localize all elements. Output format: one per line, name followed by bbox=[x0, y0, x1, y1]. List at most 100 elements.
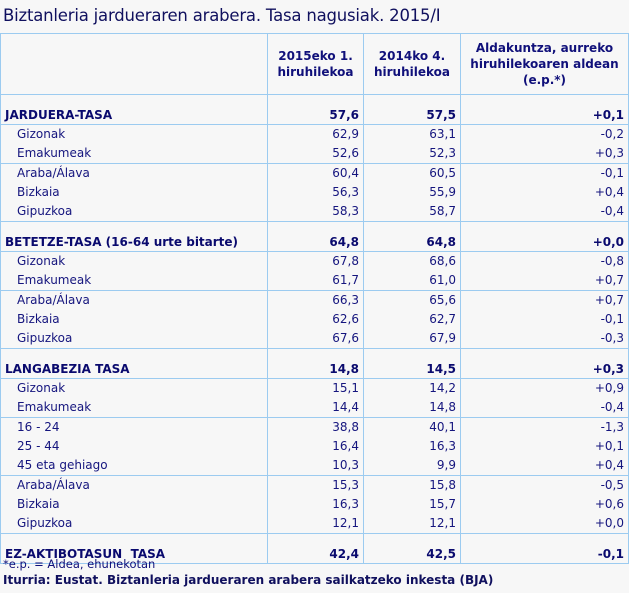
value-change: +0,4 bbox=[460, 183, 629, 202]
value-change: -0,1 bbox=[460, 163, 629, 183]
value-2015q1: 10,3 bbox=[267, 456, 364, 476]
value-2014q4: 9,9 bbox=[363, 456, 461, 476]
value-2015q1: 15,1 bbox=[267, 378, 364, 398]
section-row-ez-aktibotasun-tasa: EZ-AKTIBOTASUN TASA 42,4 42,5 -0,1 bbox=[0, 533, 629, 564]
row-label: Araba/Álava bbox=[0, 475, 268, 495]
value-2015q1: 56,3 bbox=[267, 183, 364, 202]
value-2014q4: 57,5 bbox=[363, 94, 461, 125]
page-title: Biztanleria jardueraren arabera. Tasa na… bbox=[3, 6, 441, 25]
value-change: -1,3 bbox=[460, 417, 629, 437]
value-2015q1: 57,6 bbox=[267, 94, 364, 125]
value-2015q1: 38,8 bbox=[267, 417, 364, 437]
table-row: Bizkaia 16,3 15,7 +0,6 bbox=[0, 495, 629, 514]
rates-table: 2015eko 1. hiruhilekoa 2014ko 4. hiruhilek… bbox=[0, 33, 629, 564]
value-2014q4: 64,8 bbox=[363, 221, 461, 252]
table-row: 25 - 44 16,4 16,3 +0,1 bbox=[0, 437, 629, 456]
value-2014q4: 15,7 bbox=[363, 495, 461, 514]
row-label: Gizonak bbox=[0, 378, 268, 398]
row-label: Gizonak bbox=[0, 251, 268, 271]
source-note: Iturria: Eustat. Biztanleria jardueraren… bbox=[3, 573, 494, 587]
value-2014q4: 15,8 bbox=[363, 475, 461, 495]
row-label: JARDUERA-TASA bbox=[0, 94, 268, 125]
row-label: Araba/Álava bbox=[0, 163, 268, 183]
section-row-langabezia-tasa: LANGABEZIA TASA 14,8 14,5 +0,3 bbox=[0, 348, 629, 379]
table-row: Bizkaia 56,3 55,9 +0,4 bbox=[0, 183, 629, 202]
value-change: +0,7 bbox=[460, 271, 629, 291]
value-change: -0,4 bbox=[460, 202, 629, 222]
value-change: +0,3 bbox=[460, 144, 629, 164]
table-row: 45 eta gehiago 10,3 9,9 +0,4 bbox=[0, 456, 629, 476]
section-row-betetze-tasa: BETETZE-TASA (16-64 urte bitarte) 64,8 6… bbox=[0, 221, 629, 252]
value-2014q4: 63,1 bbox=[363, 124, 461, 144]
row-label: 45 eta gehiago bbox=[0, 456, 268, 476]
row-label: BETETZE-TASA (16-64 urte bitarte) bbox=[0, 221, 268, 252]
value-2014q4: 61,0 bbox=[363, 271, 461, 291]
table-row: 16 - 24 38,8 40,1 -1,3 bbox=[0, 417, 629, 437]
table-row: Gizonak 62,9 63,1 -0,2 bbox=[0, 124, 629, 144]
value-2015q1: 58,3 bbox=[267, 202, 364, 222]
table-row: Araba/Álava 60,4 60,5 -0,1 bbox=[0, 163, 629, 183]
table-row: Bizkaia 62,6 62,7 -0,1 bbox=[0, 310, 629, 329]
table-row: Emakumeak 61,7 61,0 +0,7 bbox=[0, 271, 629, 291]
table-row: Araba/Álava 66,3 65,6 +0,7 bbox=[0, 290, 629, 310]
header-change: Aldakuntza, aurreko hiruhilekoaren aldean… bbox=[460, 33, 629, 95]
row-label: Bizkaia bbox=[0, 495, 268, 514]
value-2014q4: 14,2 bbox=[363, 378, 461, 398]
row-label: Emakumeak bbox=[0, 398, 268, 418]
table-row: Araba/Álava 15,3 15,8 -0,5 bbox=[0, 475, 629, 495]
value-2015q1: 66,3 bbox=[267, 290, 364, 310]
value-2014q4: 52,3 bbox=[363, 144, 461, 164]
value-change: +0,7 bbox=[460, 290, 629, 310]
value-change: +0,0 bbox=[460, 514, 629, 534]
value-2014q4: 14,8 bbox=[363, 398, 461, 418]
value-change: +0,4 bbox=[460, 456, 629, 476]
value-2015q1: 64,8 bbox=[267, 221, 364, 252]
table-row: Gizonak 15,1 14,2 +0,9 bbox=[0, 378, 629, 398]
footnote: *e.p. = Aldea, ehunekotan bbox=[3, 557, 156, 571]
row-label: Emakumeak bbox=[0, 271, 268, 291]
table-row: Gipuzkoa 12,1 12,1 +0,0 bbox=[0, 514, 629, 534]
value-2014q4: 65,6 bbox=[363, 290, 461, 310]
value-2014q4: 16,3 bbox=[363, 437, 461, 456]
value-2014q4: 40,1 bbox=[363, 417, 461, 437]
value-2015q1: 42,4 bbox=[267, 533, 364, 564]
value-2015q1: 12,1 bbox=[267, 514, 364, 534]
value-2015q1: 15,3 bbox=[267, 475, 364, 495]
table-row: Emakumeak 14,4 14,8 -0,4 bbox=[0, 398, 629, 418]
value-change: -0,8 bbox=[460, 251, 629, 271]
row-label: Gipuzkoa bbox=[0, 514, 268, 534]
row-label: Gipuzkoa bbox=[0, 329, 268, 349]
row-label: 25 - 44 bbox=[0, 437, 268, 456]
table-row: Gipuzkoa 58,3 58,7 -0,4 bbox=[0, 202, 629, 222]
value-change: -0,4 bbox=[460, 398, 629, 418]
value-2014q4: 42,5 bbox=[363, 533, 461, 564]
value-2014q4: 60,5 bbox=[363, 163, 461, 183]
value-2014q4: 67,9 bbox=[363, 329, 461, 349]
value-2015q1: 67,8 bbox=[267, 251, 364, 271]
table-row: Emakumeak 52,6 52,3 +0,3 bbox=[0, 144, 629, 164]
value-change: +0,1 bbox=[460, 437, 629, 456]
value-change: +0,1 bbox=[460, 94, 629, 125]
value-change: -0,3 bbox=[460, 329, 629, 349]
value-2015q1: 67,6 bbox=[267, 329, 364, 349]
value-2015q1: 62,9 bbox=[267, 124, 364, 144]
value-change: -0,1 bbox=[460, 310, 629, 329]
row-label: EZ-AKTIBOTASUN TASA bbox=[0, 533, 268, 564]
value-change: -0,5 bbox=[460, 475, 629, 495]
table-row: Gipuzkoa 67,6 67,9 -0,3 bbox=[0, 329, 629, 349]
value-2014q4: 62,7 bbox=[363, 310, 461, 329]
row-label: Bizkaia bbox=[0, 310, 268, 329]
header-2015q1: 2015eko 1. hiruhilekoa bbox=[267, 33, 364, 95]
value-2015q1: 60,4 bbox=[267, 163, 364, 183]
value-2015q1: 14,8 bbox=[267, 348, 364, 379]
row-label: Emakumeak bbox=[0, 144, 268, 164]
header-row: 2015eko 1. hiruhilekoa 2014ko 4. hiruhilek… bbox=[0, 33, 629, 95]
header-2014q4: 2014ko 4. hiruhilekoa bbox=[363, 33, 461, 95]
value-change: +0,6 bbox=[460, 495, 629, 514]
value-change: -0,2 bbox=[460, 124, 629, 144]
row-label: Gizonak bbox=[0, 124, 268, 144]
value-2015q1: 61,7 bbox=[267, 271, 364, 291]
header-label-col bbox=[0, 33, 268, 95]
row-label: Araba/Álava bbox=[0, 290, 268, 310]
value-2014q4: 12,1 bbox=[363, 514, 461, 534]
